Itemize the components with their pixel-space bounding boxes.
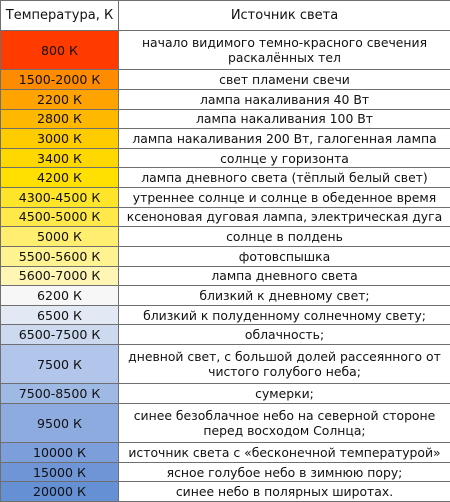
light-source-cell: ксеноновая дуговая лампа, электрическая … xyxy=(119,207,450,227)
temperature-cell: 5000 К xyxy=(1,227,119,247)
light-source-cell: дневной свет, с большой долей рассеянног… xyxy=(119,345,450,384)
temperature-cell: 3400 К xyxy=(1,148,119,168)
light-source-cell: синее безоблачное небо на северной сторо… xyxy=(119,403,450,442)
light-source-cell: лампа накаливания 100 Вт xyxy=(119,109,450,129)
light-source-cell: лампа накаливания 40 Вт xyxy=(119,89,450,109)
temperature-cell: 20000 К xyxy=(1,482,119,502)
light-source-cell: синее небо в полярных широтах. xyxy=(119,482,450,502)
temperature-cell: 800 К xyxy=(1,31,119,70)
light-source-cell: лампа дневного света (тёплый белый свет) xyxy=(119,168,450,188)
temperature-cell: 1500-2000 К xyxy=(1,70,119,90)
temperature-cell: 10000 К xyxy=(1,443,119,463)
temperature-cell: 5500-5600 К xyxy=(1,246,119,266)
temperature-cell: 2200 К xyxy=(1,89,119,109)
temperature-cell: 6500 К xyxy=(1,305,119,325)
temperature-cell: 15000 К xyxy=(1,462,119,482)
header-row: Температура, К Источник света xyxy=(1,1,450,31)
header-light-source: Источник света xyxy=(119,1,450,31)
light-source-cell: свет пламени свечи xyxy=(119,70,450,90)
temperature-cell: 7500-8500 К xyxy=(1,384,119,404)
temperature-cell: 6500-7500 К xyxy=(1,325,119,345)
temperature-cell: 4500-5000 К xyxy=(1,207,119,227)
light-source-cell: лампа дневного света xyxy=(119,266,450,286)
light-source-cell: солнце в полдень xyxy=(119,227,450,247)
light-source-cell: ясное голубое небо в зимнюю пору; xyxy=(119,462,450,482)
light-source-cell: близкий к полуденному солнечному свету; xyxy=(119,305,450,325)
temperature-cell: 6200 К xyxy=(1,286,119,306)
light-source-cell: лампа накаливания 200 Вт, галогенная лам… xyxy=(119,129,450,149)
light-source-cell: облачность; xyxy=(119,325,450,345)
temperature-cell: 3000 К xyxy=(1,129,119,149)
light-source-cell: сумерки; xyxy=(119,384,450,404)
light-source-cell: фотовспышка xyxy=(119,246,450,266)
temperature-cell: 7500 К xyxy=(1,345,119,384)
light-source-cell: утреннее солнце и солнце в обеденное вре… xyxy=(119,188,450,208)
light-source-cell: начало видимого темно-красного свечения … xyxy=(119,31,450,70)
temperature-cell: 4300-4500 К xyxy=(1,188,119,208)
light-source-cell: близкий к дневному свет; xyxy=(119,286,450,306)
light-source-cell: источник света с «бесконечной температур… xyxy=(119,443,450,463)
temperature-cell: 5600-7000 К xyxy=(1,266,119,286)
temperature-cell: 9500 К xyxy=(1,403,119,442)
header-temperature: Температура, К xyxy=(1,1,119,31)
temperature-cell: 4200 К xyxy=(1,168,119,188)
light-source-cell: солнце у горизонта xyxy=(119,148,450,168)
temperature-cell: 2800 К xyxy=(1,109,119,129)
